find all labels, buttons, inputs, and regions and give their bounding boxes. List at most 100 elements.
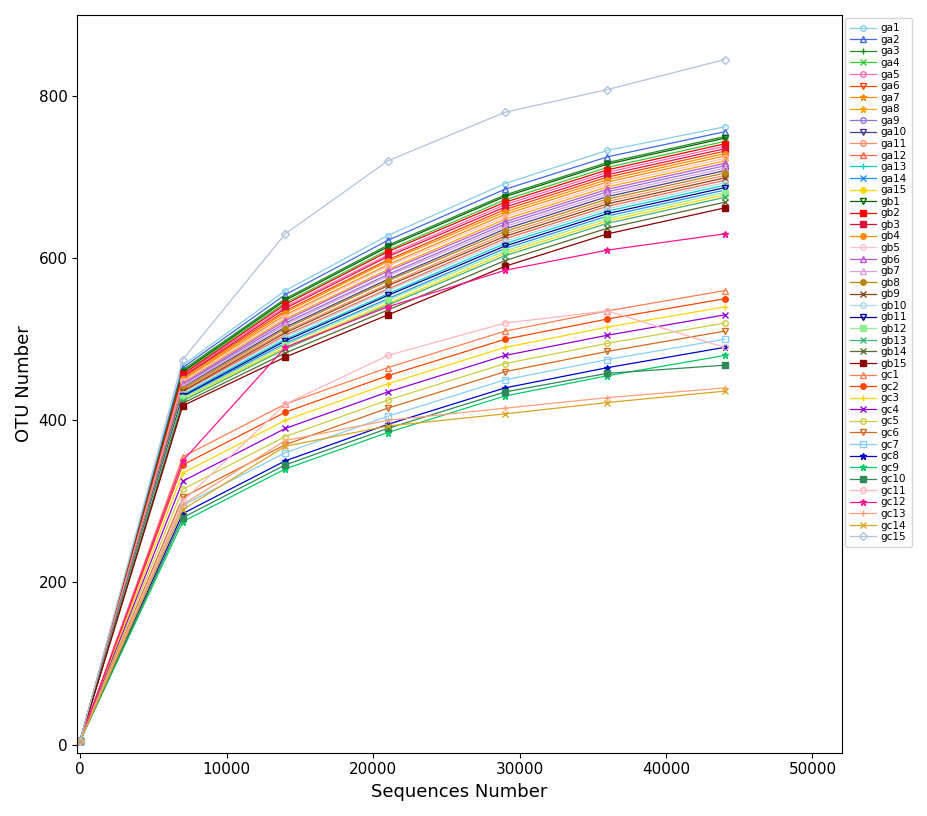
Line: gc2: gc2	[78, 296, 728, 743]
gc10	[382, 424, 393, 433]
gc6	[719, 326, 730, 336]
gc6	[500, 367, 511, 377]
gb5	[719, 153, 730, 163]
ga13	[280, 335, 291, 344]
gc8	[75, 736, 86, 746]
gc4	[75, 736, 86, 746]
gb1	[500, 192, 511, 202]
Line: ga14: ga14	[78, 188, 728, 743]
ga11	[177, 384, 188, 394]
gb1	[75, 736, 86, 746]
gc5	[382, 395, 393, 405]
ga1	[719, 122, 730, 131]
gb12	[500, 246, 511, 255]
gb6	[500, 217, 511, 227]
gb9	[75, 736, 86, 746]
gb14	[719, 197, 730, 207]
ga13	[500, 239, 511, 249]
gb6	[602, 184, 613, 194]
ga14	[602, 211, 613, 221]
gc2	[177, 460, 188, 470]
gb11	[382, 290, 393, 300]
gc9	[382, 428, 393, 437]
ga2	[719, 126, 730, 136]
gc2	[75, 736, 86, 746]
gc5	[719, 318, 730, 328]
ga3	[602, 157, 613, 167]
ga5	[75, 736, 86, 746]
gc4	[177, 477, 188, 486]
gc10	[500, 387, 511, 397]
gb15	[602, 229, 613, 239]
gb8	[177, 384, 188, 393]
gb4	[602, 175, 613, 184]
gb7	[382, 271, 393, 281]
gb1	[177, 367, 188, 377]
Line: gc4: gc4	[78, 313, 728, 743]
gb14	[177, 398, 188, 408]
ga1	[280, 286, 291, 295]
gb11	[280, 336, 291, 346]
gc15	[602, 85, 613, 95]
gb13	[602, 219, 613, 228]
Line: ga7: ga7	[77, 153, 728, 744]
gc11	[602, 306, 613, 316]
gc11	[75, 736, 86, 746]
gb10	[500, 237, 511, 246]
gb3	[719, 144, 730, 153]
gb7	[602, 189, 613, 199]
gb8	[719, 168, 730, 178]
gc5	[500, 359, 511, 369]
gc8	[280, 456, 291, 466]
ga15	[177, 394, 188, 404]
ga4	[500, 195, 511, 205]
ga6	[500, 205, 511, 215]
ga7	[177, 375, 188, 384]
gb10	[719, 178, 730, 188]
Line: gc15: gc15	[78, 57, 728, 743]
Line: ga13: ga13	[77, 182, 728, 744]
gb12	[177, 393, 188, 403]
gb8	[75, 736, 86, 746]
gb7	[280, 320, 291, 330]
gb13	[75, 736, 86, 746]
ga11	[75, 736, 86, 746]
gb3	[280, 304, 291, 313]
gb8	[382, 276, 393, 286]
gb2	[719, 139, 730, 149]
gc15	[280, 229, 291, 239]
ga8	[75, 736, 86, 746]
gc12	[719, 229, 730, 239]
ga2	[280, 290, 291, 299]
gb12	[382, 295, 393, 305]
gc11	[500, 318, 511, 328]
ga14	[75, 736, 86, 746]
gb2	[382, 246, 393, 256]
ga3	[177, 366, 188, 375]
gc14	[280, 441, 291, 451]
gc15	[177, 355, 188, 365]
gb8	[280, 324, 291, 334]
ga12	[719, 175, 730, 185]
ga4	[75, 736, 86, 746]
gb4	[280, 308, 291, 317]
Line: gb15: gb15	[78, 205, 728, 743]
gc5	[602, 339, 613, 348]
gc1	[177, 452, 188, 462]
Line: gc10: gc10	[78, 362, 728, 743]
gb4	[177, 374, 188, 384]
gc1	[602, 306, 613, 316]
ga8	[719, 156, 730, 166]
ga14	[177, 392, 188, 401]
gb4	[719, 149, 730, 158]
ga1	[602, 145, 613, 155]
gc5	[75, 736, 86, 746]
gc1	[382, 363, 393, 373]
gc10	[75, 736, 86, 746]
gc10	[177, 512, 188, 522]
Line: gb14: gb14	[78, 199, 728, 743]
Line: gc13: gc13	[77, 384, 728, 744]
gb10	[602, 204, 613, 214]
Line: gb4: gb4	[78, 151, 728, 743]
ga2	[500, 184, 511, 194]
